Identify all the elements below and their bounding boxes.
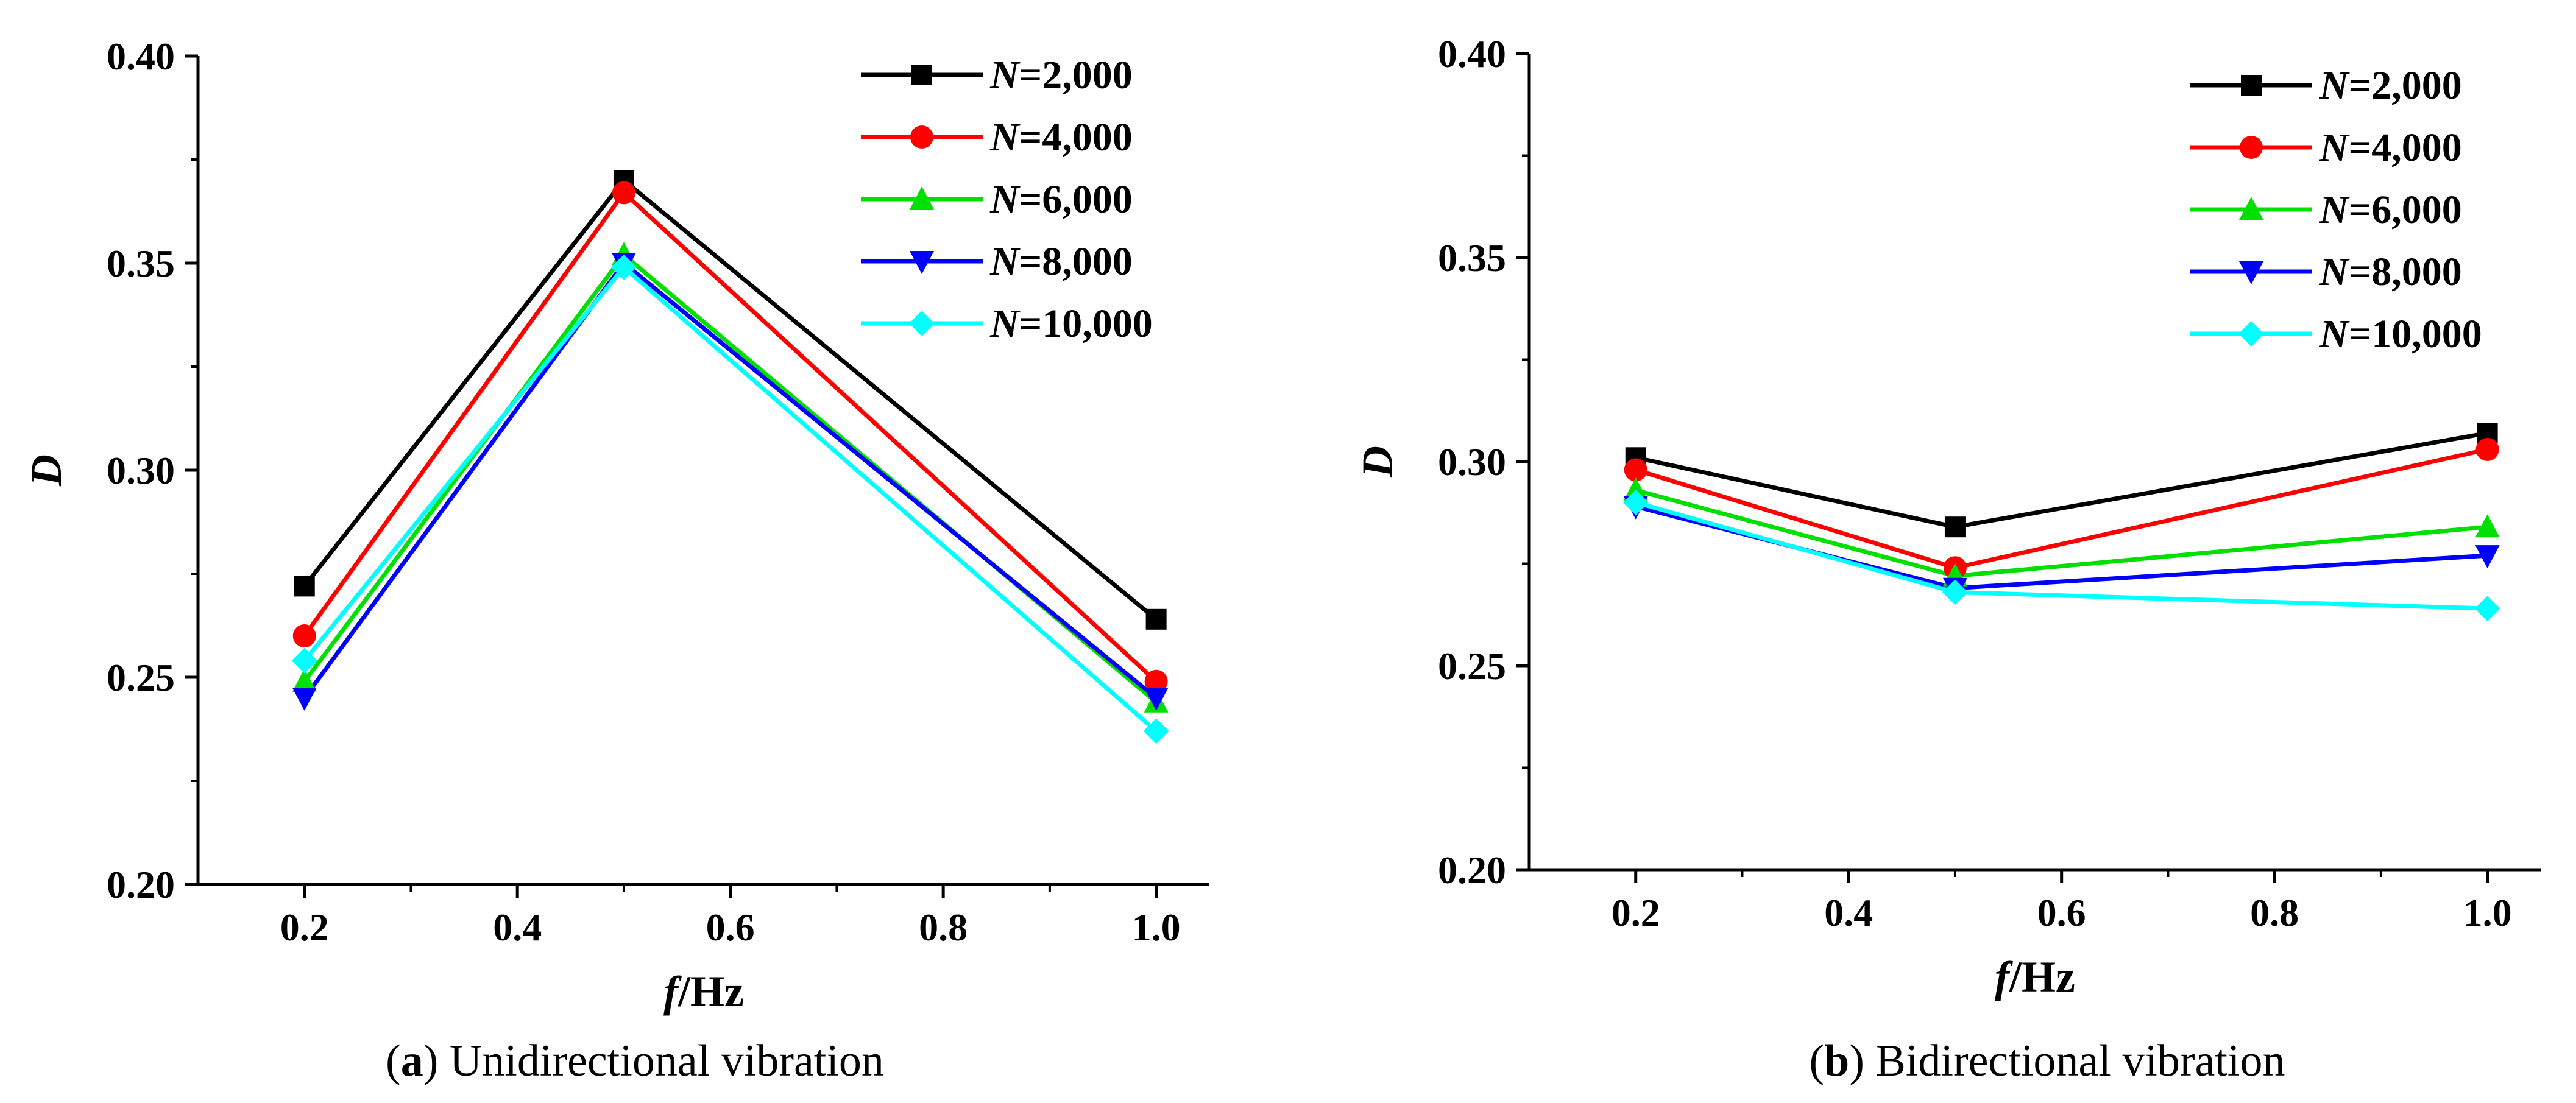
series-line-1 (1635, 431, 2488, 529)
legend-marker-1 (911, 65, 932, 85)
legend-marker-4 (2239, 261, 2263, 284)
data-point-series-3 (1623, 477, 1648, 501)
legend-label-5: N=10,000 (2319, 312, 2482, 356)
data-point-series-4 (292, 688, 317, 711)
y-axis-title: D (1353, 446, 1402, 478)
series-line-5 (1635, 500, 2488, 611)
legend-marker-2 (2240, 136, 2263, 159)
x-tick-label: 1.0 (1132, 906, 1181, 949)
data-point-series-2 (612, 181, 635, 205)
y-tick-label: 0.25 (1438, 644, 1506, 688)
series-line-4 (1635, 504, 2488, 591)
legend-label-2: N=4,000 (989, 115, 1133, 160)
data-point-series-5 (1942, 579, 1968, 605)
x-tick-label: 1.0 (2463, 891, 2512, 934)
legend-marker-5 (2238, 321, 2264, 347)
y-tick-label: 0.30 (1438, 440, 1506, 484)
y-tick-label: 0.20 (1438, 848, 1506, 892)
legend-label-1: N=2,000 (989, 53, 1133, 97)
y-tick-label: 0.40 (107, 35, 175, 78)
data-point-series-3 (292, 668, 317, 692)
y-tick-label: 0.40 (1438, 32, 1506, 76)
x-axis-title: f/Hz (663, 967, 744, 1016)
x-tick-label: 0.2 (280, 906, 329, 949)
data-point-series-2 (1624, 458, 1647, 482)
legend-marker-1 (2241, 75, 2262, 96)
legend: N=2,000 N=4,000 N=6,000 N=8,000 N=10,000 (2190, 63, 2482, 356)
legend-label-2: N=4,000 (2319, 125, 2462, 170)
y-tick-label: 0.20 (107, 863, 175, 906)
x-tick-label: 0.4 (1824, 891, 1873, 934)
x-tick-label: 0.8 (919, 906, 968, 949)
legend-marker-3 (910, 186, 934, 210)
data-point-series-3 (2475, 514, 2500, 538)
data-point-series-4 (2475, 545, 2500, 569)
x-tick-label: 0.4 (493, 906, 542, 949)
data-point-series-1 (294, 576, 315, 597)
legend-label-3: N=6,000 (989, 177, 1133, 222)
legend-marker-2 (910, 125, 933, 149)
legend-label-1: N=2,000 (2319, 63, 2462, 108)
data-point-series-2 (292, 624, 316, 647)
y-tick-label: 0.35 (107, 242, 175, 285)
panel-caption: (b) Bidirectional vibration (1810, 1036, 2285, 1086)
x-tick-label: 0.6 (706, 906, 755, 949)
data-point-series-5 (2474, 596, 2500, 622)
x-axis-title: f/Hz (1995, 953, 2075, 1001)
chart-panel-a: 0.20 0.25 0.30 0.35 0.40 0.2 0.4 0.6 0.8 1.0 f/Hz D… (22, 35, 1209, 1086)
y-tick-label: 0.30 (107, 449, 175, 492)
legend-label-4: N=8,000 (989, 239, 1133, 284)
data-point-series-5 (610, 254, 637, 280)
x-tick-label: 0.8 (2250, 891, 2299, 934)
panel-caption: (a) Unidirectional vibration (386, 1036, 884, 1086)
data-point-series-5 (1622, 490, 1649, 515)
data-point-series-2 (2475, 437, 2499, 461)
data-point-series-4 (1144, 688, 1169, 711)
data-point-series-1 (1944, 516, 1966, 538)
y-tick-label: 0.25 (107, 656, 175, 699)
data-point-series-5 (1143, 718, 1169, 744)
data-point-series-1 (1145, 608, 1167, 630)
legend-marker-4 (910, 251, 934, 274)
legend-label-5: N=10,000 (989, 301, 1153, 346)
x-tick-label: 0.6 (2037, 891, 2086, 934)
legend: N=2,000 N=4,000 N=6,000 N=8,000 N=10,000 (861, 53, 1153, 346)
legend-marker-5 (909, 311, 935, 336)
data-point-series-2 (1144, 669, 1168, 693)
legend-marker-3 (2239, 197, 2263, 220)
legend-label-3: N=6,000 (2319, 188, 2462, 232)
x-tick-label: 0.2 (1612, 891, 1660, 934)
data-point-series-5 (291, 647, 317, 674)
y-tick-label: 0.35 (1438, 236, 1506, 280)
y-axis-title: D (22, 454, 71, 487)
legend-label-4: N=8,000 (2319, 250, 2462, 294)
chart-panel-b: 0.20 0.25 0.30 0.35 0.40 0.2 0.4 0.6 0.8 1.0 f/Hz D… (1353, 32, 2541, 1086)
